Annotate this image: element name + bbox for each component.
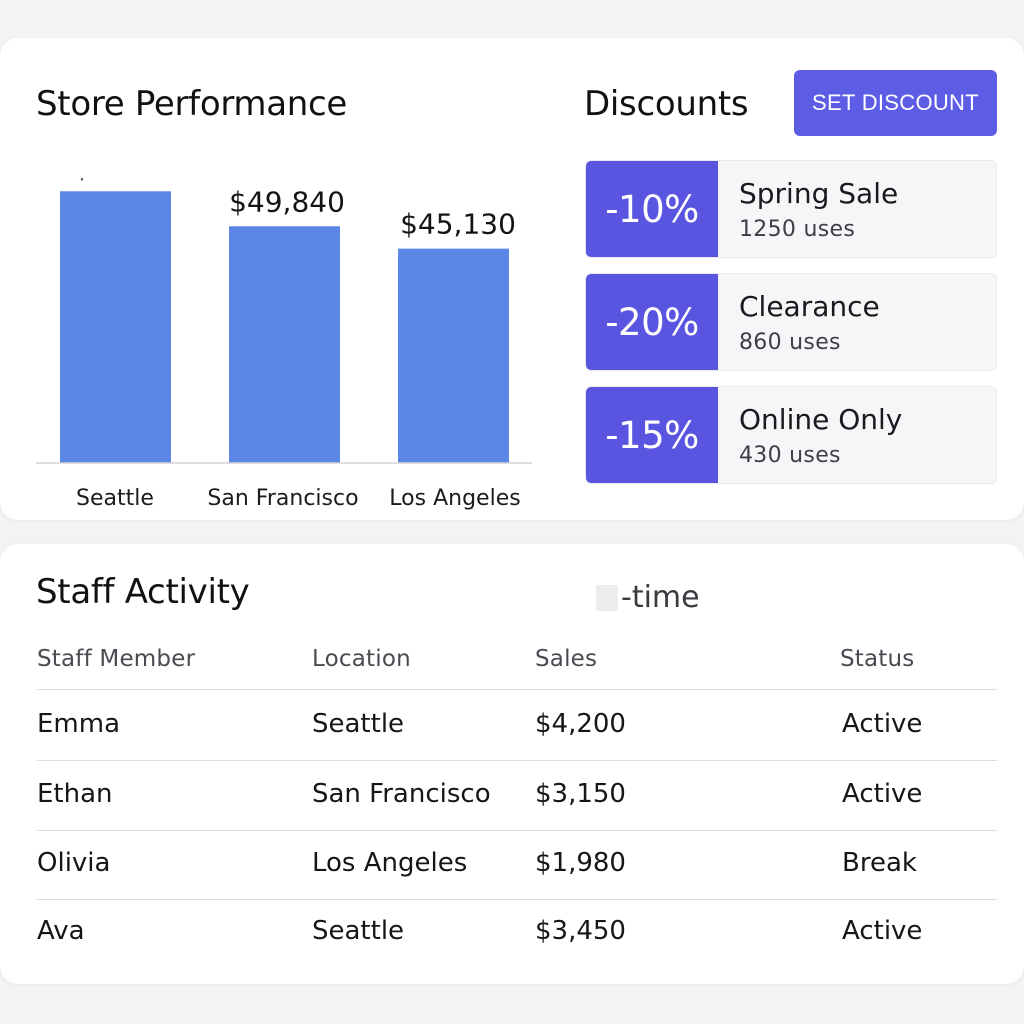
discount-percent-badge: -15% [586, 387, 718, 483]
discount-name: Spring Sale [739, 177, 899, 210]
staff-name: Olivia [37, 848, 111, 878]
staff-status: Active [842, 779, 923, 809]
bar-san-francisco[interactable] [229, 226, 340, 463]
staff-status: Active [842, 709, 923, 739]
category-label: Los Angeles [389, 486, 520, 511]
bar-value-label: $45,130 [400, 208, 516, 241]
store-performance-title: Store Performance [36, 84, 348, 124]
staff-location: Seattle [312, 709, 405, 739]
row-divider [37, 899, 997, 900]
staff-sales: $1,980 [535, 848, 626, 878]
bar-seattle[interactable] [60, 191, 171, 463]
row-divider [37, 830, 997, 831]
discount-name: Clearance [739, 290, 880, 323]
discount-percent-badge: -10% [586, 161, 718, 257]
staff-name: Ava [37, 916, 85, 946]
staff-location: Los Angeles [312, 848, 468, 878]
column-header-sales[interactable]: Sales [535, 646, 598, 672]
staff-activity-title: Staff Activity [36, 572, 250, 612]
staff-status: Active [842, 916, 923, 946]
discount-uses: 860 uses [739, 330, 841, 355]
bar-value-label: $49,840 [229, 185, 345, 218]
top-card: Store Performance $57.210 Seattle $49,840 S… [0, 38, 1024, 520]
column-header-location[interactable]: Location [312, 646, 411, 672]
staff-activity-card: Staff Activity -time Staff Member Locati… [0, 544, 1024, 984]
discount-item[interactable]: -10% Spring Sale 1250 uses [585, 160, 997, 258]
store-performance-chart: $57.210 Seattle $49,840 San Francisco $45,13… [36, 178, 532, 511]
staff-activity-tag: -time [596, 580, 700, 615]
column-header-status[interactable]: Status [840, 646, 915, 672]
staff-sales: $3,150 [535, 779, 626, 809]
staff-location: San Francisco [312, 779, 491, 809]
staff-status: Break [842, 848, 917, 878]
discounts-title: Discounts [584, 84, 749, 124]
category-label: Seattle [76, 486, 154, 511]
discount-name: Online Only [739, 403, 903, 436]
staff-name: Ethan [37, 779, 113, 809]
discount-percent-badge: -20% [586, 274, 718, 370]
discount-item[interactable]: -20% Clearance 860 uses [585, 273, 997, 371]
staff-tag-text: -time [621, 580, 700, 615]
bar-value-label: $57.210 [73, 178, 189, 183]
header-divider [37, 689, 997, 690]
discount-uses: 1250 uses [739, 217, 856, 242]
column-header-staff-member[interactable]: Staff Member [37, 646, 196, 672]
bar-los-angeles[interactable] [398, 248, 509, 463]
staff-location: Seattle [312, 916, 405, 946]
discount-item[interactable]: -15% Online Only 430 uses [585, 386, 997, 484]
category-label: San Francisco [207, 486, 358, 511]
discount-uses: 430 uses [739, 443, 841, 468]
set-discount-button[interactable]: SET DISCOUNT [794, 70, 997, 136]
staff-sales: $3,450 [535, 916, 626, 946]
redacted-mark [596, 585, 618, 611]
row-divider [37, 760, 997, 761]
staff-sales: $4,200 [535, 709, 626, 739]
staff-name: Emma [37, 709, 121, 739]
